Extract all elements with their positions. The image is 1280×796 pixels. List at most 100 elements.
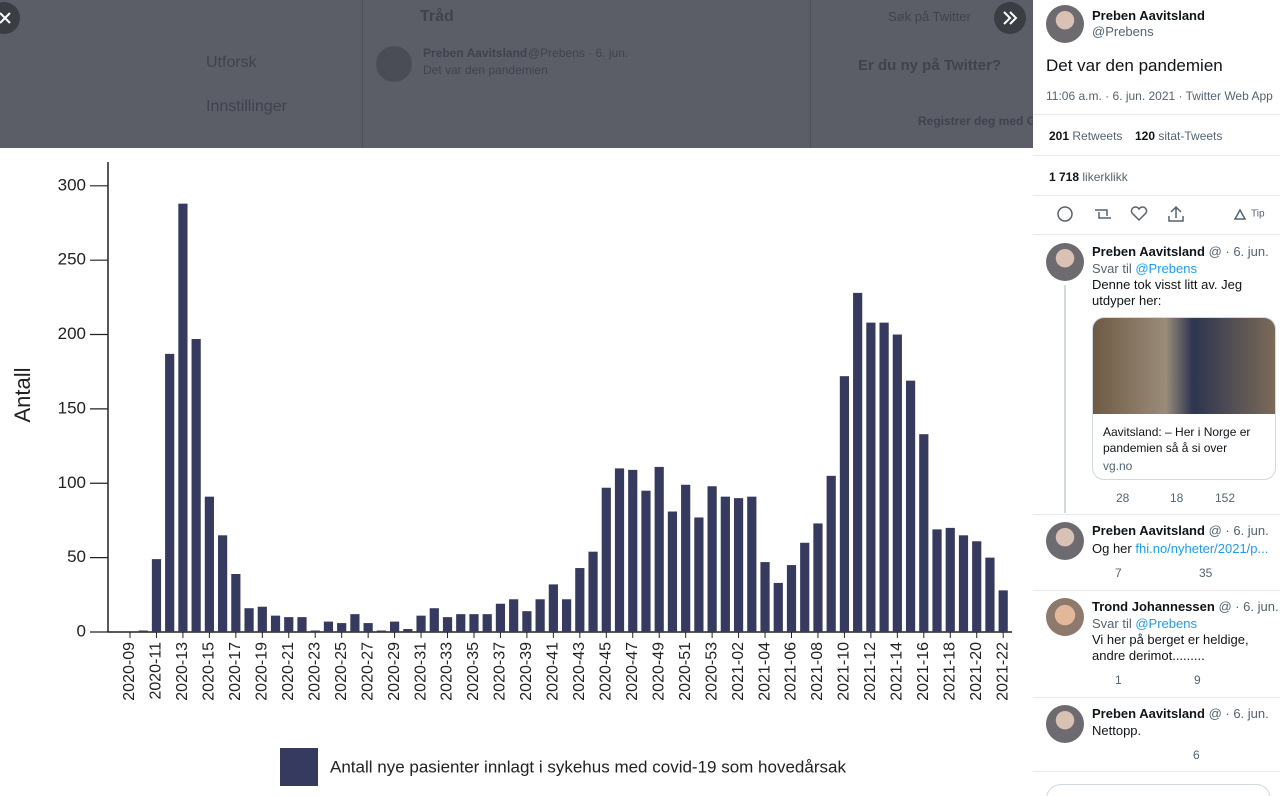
reply-count: 7 (1115, 566, 1122, 580)
reply-handle: @ · 6. jun. (1208, 523, 1269, 538)
bar (270, 615, 281, 632)
reply-author[interactable]: Preben Aavitsland (1092, 523, 1205, 538)
bar (773, 582, 783, 632)
tweet-meta: @Prebens · 6. jun. (528, 46, 629, 60)
bar (945, 527, 955, 632)
tip-icon[interactable] (1233, 208, 1247, 220)
x-tick-label: 2020-27 (359, 642, 376, 701)
bar (667, 511, 678, 632)
bar (204, 496, 214, 632)
signup-title: Er du ny på Twitter? (858, 57, 1002, 74)
bar (892, 334, 902, 632)
bar (853, 292, 863, 632)
bar (866, 322, 876, 632)
nav-item: Utforsk (206, 54, 257, 71)
quote-label[interactable]: sitat-Tweets (1158, 129, 1223, 143)
x-tick-label: 2020-39 (518, 642, 535, 701)
bar (826, 475, 836, 632)
x-tick-label: 2020-15 (201, 642, 218, 701)
reply-author[interactable]: Preben Aavitsland (1092, 706, 1205, 721)
share-icon[interactable] (1168, 205, 1184, 222)
x-tick-label: 2020-19 (254, 642, 271, 701)
bar (390, 621, 400, 632)
bar (416, 615, 426, 632)
x-tick-label: 2020-29 (386, 642, 403, 701)
y-axis-label: Antall (10, 367, 35, 422)
column-divider (810, 0, 811, 148)
reply-to-label: Svar til (1092, 616, 1132, 631)
bar (442, 617, 453, 632)
y-tick-label: 50 (67, 547, 86, 566)
divider (1033, 195, 1280, 196)
like-label[interactable]: likerklikk (1082, 170, 1128, 184)
reply-link[interactable]: fhi.no/nyheter/2021/p... (1135, 541, 1269, 556)
reply-text: Og her (1092, 541, 1132, 556)
reply-author[interactable]: Trond Johannessen (1092, 599, 1215, 614)
bar (628, 469, 638, 632)
avatar (1046, 598, 1084, 636)
bar (654, 466, 664, 632)
link-card[interactable]: Aavitsland: – Her i Norge er pandemien s… (1092, 317, 1276, 480)
x-tick-label: 2020-35 (465, 642, 482, 701)
bar (509, 599, 519, 632)
reply-icon[interactable] (1057, 206, 1073, 222)
retweet-label[interactable]: Retweets (1072, 129, 1123, 143)
tweet-author: Preben Aavitsland (423, 46, 528, 60)
x-tick-label: 2020-51 (677, 642, 694, 701)
x-tick-label: 2020-41 (545, 642, 562, 701)
bar (601, 487, 611, 632)
x-tick-label: 2021-12 (862, 642, 879, 701)
chart: Antall 0 50 100 150 200 250 300 2020-09 2020-11 2… (0, 148, 1033, 796)
bar (178, 203, 188, 632)
bar (482, 614, 492, 632)
bar (244, 608, 254, 632)
like-count: 6 (1193, 748, 1200, 762)
bar (363, 623, 373, 632)
retweet-icon[interactable] (1095, 209, 1111, 219)
author-handle[interactable]: @Prebens (1092, 24, 1154, 39)
nav-item: Innstillinger (206, 98, 287, 115)
bar (429, 608, 439, 632)
y-tick-label: 150 (58, 398, 86, 417)
reply-text: Vi her på berget er heldige, andre derim… (1092, 632, 1249, 663)
bar (614, 468, 625, 632)
avatar (376, 46, 412, 82)
reply-text: Nettopp. (1092, 723, 1142, 738)
like-count: 152 (1215, 491, 1236, 505)
reply-input[interactable] (1046, 784, 1271, 796)
author-name[interactable]: Preben Aavitsland (1092, 8, 1205, 23)
bar (469, 614, 479, 632)
x-tick-label: 2020-21 (280, 642, 297, 701)
thread-title: Tråd (420, 8, 454, 25)
close-button[interactable] (0, 0, 30, 40)
bar (813, 523, 823, 632)
reply-to[interactable]: @Prebens (1135, 261, 1197, 276)
bar (231, 573, 241, 632)
divider (1033, 234, 1280, 235)
bar (151, 559, 162, 632)
legend-label: Antall nye pasienter innlagt i sykehus m… (330, 757, 846, 776)
y-tick-label: 200 (58, 324, 86, 343)
avatar (1046, 243, 1084, 281)
x-tick-label: 2021-04 (756, 642, 773, 701)
reply-author[interactable]: Preben Aavitsland (1092, 244, 1205, 259)
card-title: Aavitsland: – Her i Norge er pandemien s… (1103, 425, 1251, 455)
bar (905, 380, 916, 632)
divider (1033, 514, 1280, 515)
avatar (1046, 522, 1084, 560)
reply-text: Denne tok visst litt av. Jeg utdyper her… (1092, 277, 1243, 308)
tweet-text: Det var den pandemien (423, 63, 548, 77)
bar (985, 557, 995, 632)
x-tick-label: 2020-45 (597, 642, 614, 701)
x-tick-label: 2020-17 (227, 642, 244, 701)
divider (1033, 114, 1280, 115)
divider (1033, 771, 1280, 772)
expand-button[interactable] (993, 2, 1027, 36)
bar (588, 551, 598, 632)
x-tick-label: 2021-10 (836, 642, 853, 701)
tip-label[interactable]: Tip (1251, 209, 1265, 220)
like-icon[interactable] (1130, 206, 1148, 222)
reply-to[interactable]: @Prebens (1135, 616, 1197, 631)
x-tick-label: 2021-18 (941, 642, 958, 701)
